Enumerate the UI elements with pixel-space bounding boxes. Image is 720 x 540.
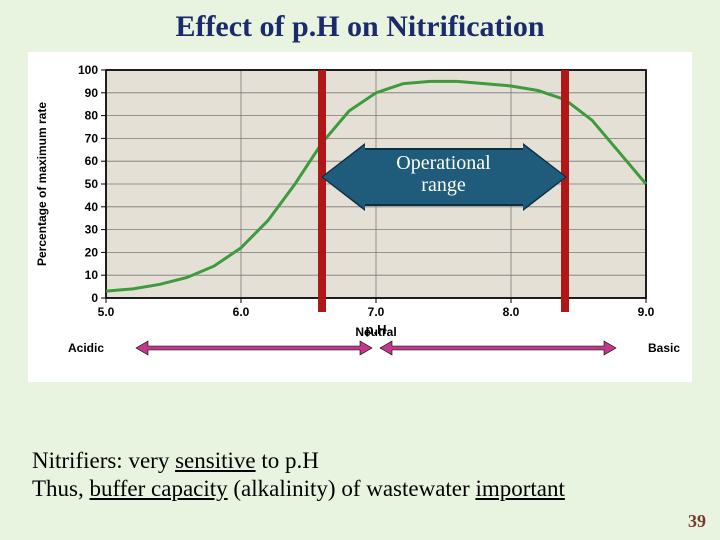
svg-text:Neutral: Neutral <box>355 325 396 339</box>
caption-line-1: Nitrifiers: very sensitive to p.H <box>32 448 319 474</box>
svg-text:Acidic: Acidic <box>68 341 104 355</box>
svg-text:20: 20 <box>85 245 99 259</box>
svg-text:Percentage of maximum rate: Percentage of maximum rate <box>35 102 49 266</box>
nitrification-chart: 0 10 20 30 40 50 60 70 80 90 100 5.0 6.0 7.0 8.0 9.0 Per… <box>28 52 692 382</box>
svg-text:100: 100 <box>78 63 98 77</box>
svg-text:80: 80 <box>85 109 99 123</box>
svg-text:Basic: Basic <box>648 341 680 355</box>
svg-text:90: 90 <box>85 86 99 100</box>
svg-text:70: 70 <box>85 131 99 145</box>
page-number: 39 <box>688 511 706 532</box>
svg-text:8.0: 8.0 <box>503 305 520 319</box>
svg-text:9.0: 9.0 <box>638 305 655 319</box>
svg-text:30: 30 <box>85 223 99 237</box>
svg-text:50: 50 <box>85 177 99 191</box>
operational-label-1: Operational <box>369 152 519 174</box>
operational-label-2: range <box>369 174 519 196</box>
svg-text:0: 0 <box>91 291 98 305</box>
svg-text:60: 60 <box>85 154 99 168</box>
caption-line-2: Thus, buffer capacity (alkalinity) of wa… <box>32 476 565 502</box>
operational-range-arrow: Operational range <box>363 148 525 206</box>
svg-text:10: 10 <box>85 268 99 282</box>
svg-text:6.0: 6.0 <box>233 305 250 319</box>
chart-container: 0 10 20 30 40 50 60 70 80 90 100 5.0 6.0 7.0 8.0 9.0 Per… <box>28 52 692 382</box>
page-title: Effect of p.H on Nitrification <box>0 0 720 44</box>
svg-text:40: 40 <box>85 200 99 214</box>
svg-text:5.0: 5.0 <box>98 305 115 319</box>
svg-text:7.0: 7.0 <box>368 305 385 319</box>
